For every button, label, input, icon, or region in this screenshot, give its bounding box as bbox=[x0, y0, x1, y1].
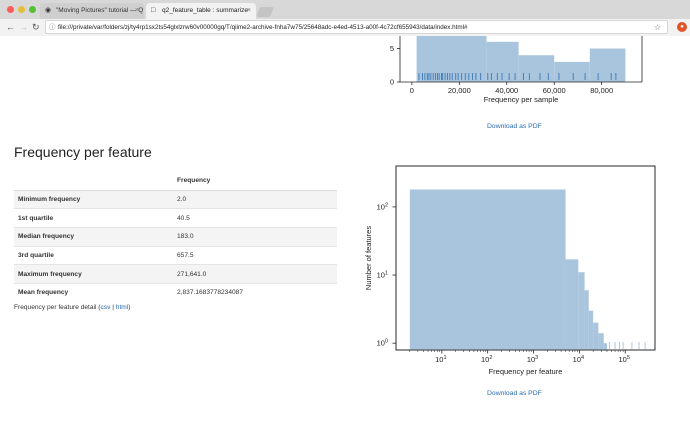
x-tick-exponent: 1 bbox=[443, 355, 446, 361]
y-tick-label: 0 bbox=[390, 78, 394, 87]
address-text: file:///private/var/folders/zj/ty4rp1sx2… bbox=[58, 24, 468, 31]
x-tick-exponent: 4 bbox=[581, 355, 584, 361]
browser-tab-bar: ◉ "Moving Pictures" tutorial — Q × □ q2_… bbox=[0, 0, 690, 20]
x-tick-label: 105 bbox=[619, 355, 630, 364]
x-tick-label: 80,000 bbox=[590, 86, 613, 95]
y-tick-label: 5 bbox=[390, 44, 394, 53]
x-tick-label: 20,000 bbox=[448, 86, 471, 95]
x-tick-label: 102 bbox=[481, 355, 492, 364]
y-tick-label: 101 bbox=[377, 271, 388, 280]
detail-text: Frequency per feature detail ( bbox=[14, 304, 101, 311]
histogram-bar bbox=[486, 41, 519, 82]
x-tick-exponent: 5 bbox=[627, 355, 630, 361]
row-label: 1st quartile bbox=[18, 214, 54, 222]
x-tick-label: 103 bbox=[527, 355, 538, 364]
minimize-window-button[interactable] bbox=[18, 6, 25, 13]
x-tick-exponent: 2 bbox=[489, 355, 492, 361]
row-value: 271,641.0 bbox=[177, 270, 207, 278]
row-label: Minimum frequency bbox=[18, 196, 81, 204]
row-value: 183.0 bbox=[177, 233, 194, 241]
x-tick-label: 40,000 bbox=[495, 86, 518, 95]
histogram-bar bbox=[584, 290, 589, 350]
bookmark-star-icon[interactable]: ☆ bbox=[653, 23, 661, 32]
address-toolbar: ← → ↻ ⓘ file:///private/var/folders/zj/t… bbox=[0, 19, 690, 37]
section-title: Frequency per feature bbox=[14, 144, 152, 160]
histogram-bar bbox=[589, 48, 626, 82]
x-axis-label: Frequency per sample bbox=[484, 95, 559, 104]
y-tick-label: 102 bbox=[377, 202, 388, 211]
row-label: Median frequency bbox=[18, 233, 75, 241]
histogram-bar bbox=[409, 189, 566, 350]
column-header: Frequency bbox=[173, 172, 337, 191]
x-tick-label: 101 bbox=[435, 355, 446, 364]
histogram-bar bbox=[565, 259, 579, 350]
sample-download-row: Download as PDF bbox=[487, 123, 542, 130]
new-tab-button[interactable] bbox=[256, 7, 274, 17]
x-axis-label: Frequency per feature bbox=[489, 367, 563, 376]
row-label: Maximum frequency bbox=[18, 270, 82, 278]
back-arrow-icon[interactable]: ← bbox=[6, 22, 15, 32]
tab-moving-pictures[interactable]: ◉ "Moving Pictures" tutorial — Q × bbox=[40, 3, 144, 19]
row-label: 3rd quartile bbox=[18, 252, 54, 260]
close-window-button[interactable] bbox=[7, 6, 14, 13]
feature-detail-line: Frequency per feature detail (csv | html… bbox=[14, 304, 130, 311]
csv-link[interactable]: csv bbox=[100, 304, 111, 311]
tab-label: q2_feature_table : summarize bbox=[162, 7, 248, 14]
y-tick-exponent: 2 bbox=[385, 202, 388, 208]
histogram-bar bbox=[554, 61, 590, 82]
row-value: 657.5 bbox=[177, 252, 194, 260]
x-tick-label: 104 bbox=[573, 355, 584, 364]
table-header-row: Frequency bbox=[14, 172, 337, 191]
table-row: Maximum frequency 271,641.0 bbox=[14, 264, 337, 284]
download-pdf-link[interactable]: Download as PDF bbox=[487, 390, 542, 397]
row-label: Mean frequency bbox=[18, 289, 69, 297]
address-field[interactable]: ⓘ file:///private/var/folders/zj/ty4rp1s… bbox=[45, 20, 668, 34]
x-tick-label: 0 bbox=[410, 86, 414, 95]
tab-label: "Moving Pictures" tutorial — Q bbox=[56, 7, 144, 14]
table-row: Minimum frequency 2.0 bbox=[14, 190, 337, 209]
row-value: 2.0 bbox=[177, 196, 187, 204]
histogram-bar bbox=[518, 55, 555, 82]
table-row: 3rd quartile 657.5 bbox=[14, 246, 337, 265]
table-row: 1st quartile 40.5 bbox=[14, 208, 337, 228]
maximize-window-button[interactable] bbox=[29, 6, 36, 13]
row-value: 40.5 bbox=[177, 214, 190, 222]
close-tab-icon[interactable]: × bbox=[246, 7, 251, 14]
page-icon: □ bbox=[151, 7, 156, 14]
histogram-bar bbox=[603, 343, 607, 350]
y-axis-label: Number of features bbox=[364, 226, 373, 290]
forward-arrow-icon[interactable]: → bbox=[19, 22, 28, 32]
info-icon: ⓘ bbox=[49, 24, 56, 31]
html-link[interactable]: html bbox=[115, 304, 129, 311]
histogram-bar bbox=[416, 36, 487, 82]
detail-separator: | bbox=[110, 304, 116, 311]
histogram-bar bbox=[588, 310, 594, 350]
extension-icon[interactable]: ● bbox=[677, 22, 687, 32]
histogram-bar bbox=[598, 333, 604, 350]
plot-border bbox=[395, 165, 656, 351]
feature-download-row: Download as PDF bbox=[487, 390, 542, 397]
qiime-icon: ◉ bbox=[45, 7, 52, 14]
y-tick-exponent: 0 bbox=[385, 339, 388, 345]
table-row: Median frequency 183.0 bbox=[14, 227, 337, 247]
reload-icon[interactable]: ↻ bbox=[32, 22, 40, 32]
tab-feature-table-summarize[interactable]: □ q2_feature_table : summarize × bbox=[146, 3, 256, 19]
page-content: 0 5 0 20,000 40,000 60,000 80,000 Frequency per… bbox=[0, 36, 690, 431]
histogram-bar bbox=[578, 272, 585, 350]
y-tick-label: 100 bbox=[377, 339, 388, 348]
download-pdf-link[interactable]: Download as PDF bbox=[487, 123, 542, 130]
x-tick-label: 60,000 bbox=[543, 86, 566, 95]
table-row: Mean frequency 2,837.1683778234087 bbox=[14, 283, 337, 302]
x-tick-exponent: 3 bbox=[535, 355, 538, 361]
frequency-stats-table: Frequency Minimum frequency 2.0 1st quar… bbox=[14, 172, 337, 302]
row-value: 2,837.1683778234087 bbox=[177, 289, 244, 297]
close-tab-icon[interactable]: × bbox=[134, 7, 139, 14]
sample-frequency-histogram: 0 5 0 20,000 40,000 60,000 80,000 Frequency per… bbox=[390, 36, 643, 104]
y-tick-exponent: 1 bbox=[385, 271, 388, 277]
histogram-bar bbox=[593, 322, 599, 350]
detail-close: ) bbox=[128, 304, 131, 311]
